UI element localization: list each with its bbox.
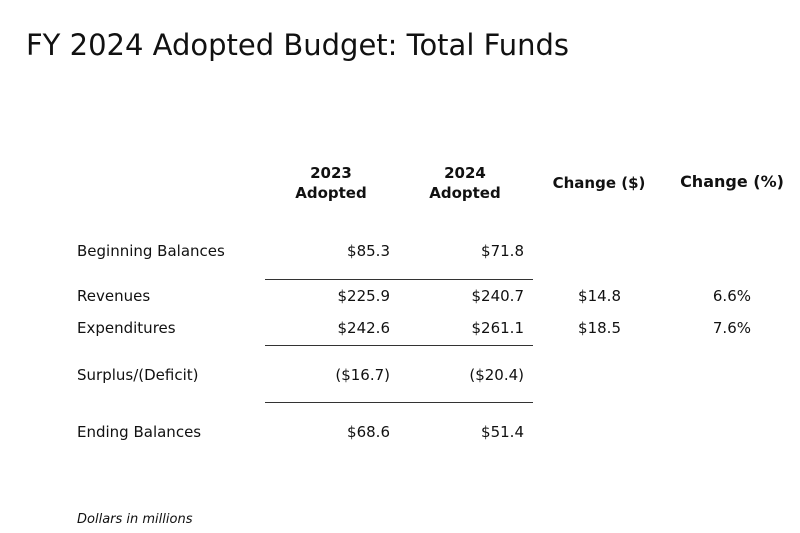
cell: $240.7 <box>471 287 525 305</box>
footnote: Dollars in millions <box>77 512 193 527</box>
row-label: Surplus/(Deficit) <box>77 366 199 384</box>
cell: $71.8 <box>481 242 524 260</box>
cell: $14.8 <box>578 287 621 305</box>
cell: $85.3 <box>347 242 390 260</box>
cell: $261.1 <box>471 319 525 337</box>
row-label: Ending Balances <box>77 423 202 441</box>
row-label: Expenditures <box>77 319 176 337</box>
row-label: Beginning Balances <box>77 242 225 260</box>
column-header: Change (%) <box>680 172 784 191</box>
cell: 7.6% <box>712 319 751 337</box>
cell: $18.5 <box>578 319 621 337</box>
cell: $68.6 <box>347 423 390 441</box>
column-header: Change ($) <box>552 174 646 192</box>
column-header: 2024 <box>444 164 486 182</box>
cell: $225.9 <box>337 287 391 305</box>
rule <box>265 345 533 346</box>
cell: $51.4 <box>481 423 524 441</box>
rule <box>265 402 533 403</box>
cell: ($16.7) <box>335 366 390 384</box>
cell: 6.6% <box>712 287 751 305</box>
rule <box>265 279 533 280</box>
column-header: 2023 <box>310 164 352 182</box>
row-label: Revenues <box>77 287 151 305</box>
column-header: Adopted <box>295 184 367 202</box>
cell: ($20.4) <box>469 366 524 384</box>
cell: $242.6 <box>337 319 391 337</box>
title: FY 2024 Adopted Budget: Total Funds <box>26 28 569 62</box>
column-header: Adopted <box>429 184 501 202</box>
